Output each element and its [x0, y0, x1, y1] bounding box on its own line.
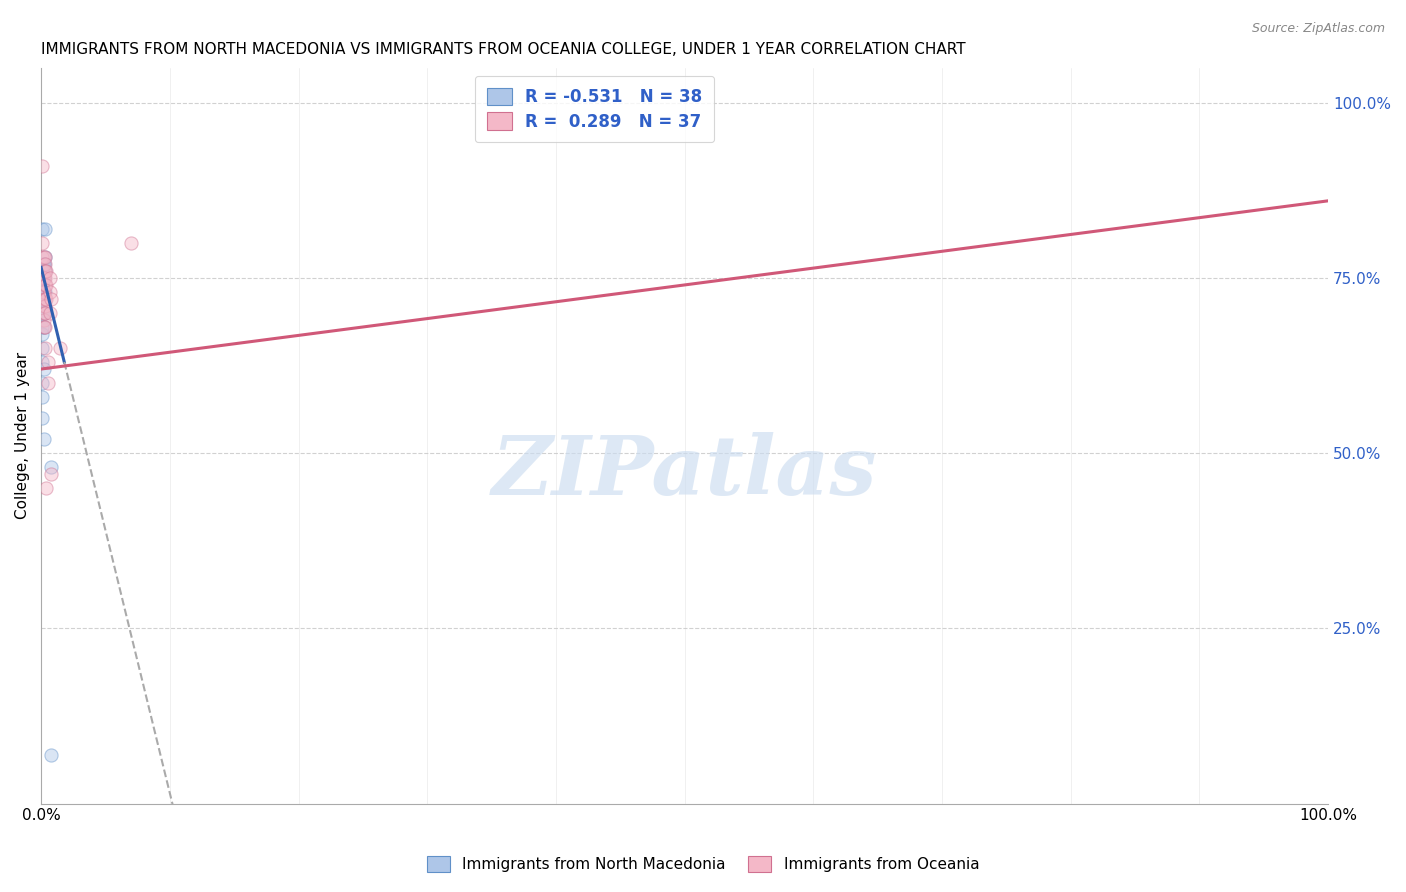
Point: [34, 277, 56, 292]
Point: [34, 285, 56, 299]
Point: [32, 432, 55, 446]
Point: [35, 264, 58, 278]
Point: [37, 376, 59, 390]
Point: [32, 257, 55, 271]
Point: [41, 467, 63, 482]
Point: [31, 341, 53, 355]
Point: [34, 257, 56, 271]
Point: [32, 250, 55, 264]
Point: [32, 285, 55, 299]
Point: [39, 285, 62, 299]
Point: [31, 264, 53, 278]
Point: [34, 341, 56, 355]
Point: [34, 292, 56, 306]
Point: [32, 292, 55, 306]
Point: [31, 320, 53, 334]
Point: [34, 299, 56, 313]
Point: [31, 159, 53, 173]
Point: [34, 320, 56, 334]
Point: [120, 235, 142, 250]
Point: [39, 271, 62, 285]
Point: [32, 362, 55, 376]
Point: [31, 285, 53, 299]
Point: [34, 250, 56, 264]
Point: [49, 341, 72, 355]
Point: [34, 222, 56, 236]
Point: [31, 390, 53, 404]
Point: [31, 355, 53, 369]
Point: [34, 271, 56, 285]
Point: [34, 264, 56, 278]
Point: [41, 747, 63, 762]
Point: [31, 257, 53, 271]
Legend: R = -0.531   N = 38, R =  0.289   N = 37: R = -0.531 N = 38, R = 0.289 N = 37: [475, 76, 714, 143]
Text: ZIPatlas: ZIPatlas: [492, 433, 877, 512]
Point: [34, 250, 56, 264]
Point: [31, 277, 53, 292]
Point: [32, 320, 55, 334]
Text: IMMIGRANTS FROM NORTH MACEDONIA VS IMMIGRANTS FROM OCEANIA COLLEGE, UNDER 1 YEAR: IMMIGRANTS FROM NORTH MACEDONIA VS IMMIG…: [41, 42, 966, 57]
Point: [32, 306, 55, 320]
Point: [32, 320, 55, 334]
Point: [31, 235, 53, 250]
Point: [37, 355, 59, 369]
Point: [31, 285, 53, 299]
Point: [31, 306, 53, 320]
Y-axis label: College, Under 1 year: College, Under 1 year: [15, 352, 30, 519]
Point: [34, 306, 56, 320]
Point: [32, 257, 55, 271]
Point: [32, 285, 55, 299]
Point: [31, 306, 53, 320]
Point: [31, 292, 53, 306]
Point: [32, 292, 55, 306]
Point: [32, 271, 55, 285]
Point: [31, 271, 53, 285]
Point: [35, 277, 58, 292]
Point: [34, 306, 56, 320]
Point: [31, 264, 53, 278]
Point: [31, 411, 53, 425]
Point: [32, 257, 55, 271]
Point: [31, 292, 53, 306]
Point: [32, 313, 55, 327]
Point: [32, 285, 55, 299]
Point: [31, 222, 53, 236]
Point: [35, 481, 58, 495]
Text: Source: ZipAtlas.com: Source: ZipAtlas.com: [1251, 22, 1385, 36]
Point: [39, 306, 62, 320]
Point: [32, 306, 55, 320]
Point: [34, 264, 56, 278]
Point: [31, 271, 53, 285]
Point: [31, 250, 53, 264]
Point: [41, 292, 63, 306]
Point: [32, 271, 55, 285]
Point: [31, 264, 53, 278]
Point: [32, 299, 55, 313]
Point: [31, 326, 53, 341]
Point: [31, 376, 53, 390]
Point: [41, 460, 63, 475]
Point: [31, 277, 53, 292]
Point: [32, 264, 55, 278]
Legend: Immigrants from North Macedonia, Immigrants from Oceania: Immigrants from North Macedonia, Immigra…: [419, 848, 987, 880]
Point: [35, 292, 58, 306]
